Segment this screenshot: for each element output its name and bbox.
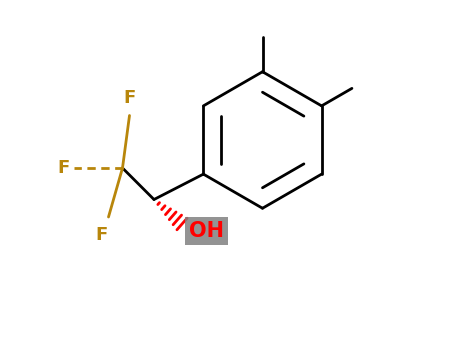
Text: F: F (58, 159, 70, 177)
Text: OH: OH (189, 221, 224, 241)
Text: F: F (123, 89, 136, 107)
Text: F: F (96, 226, 108, 244)
